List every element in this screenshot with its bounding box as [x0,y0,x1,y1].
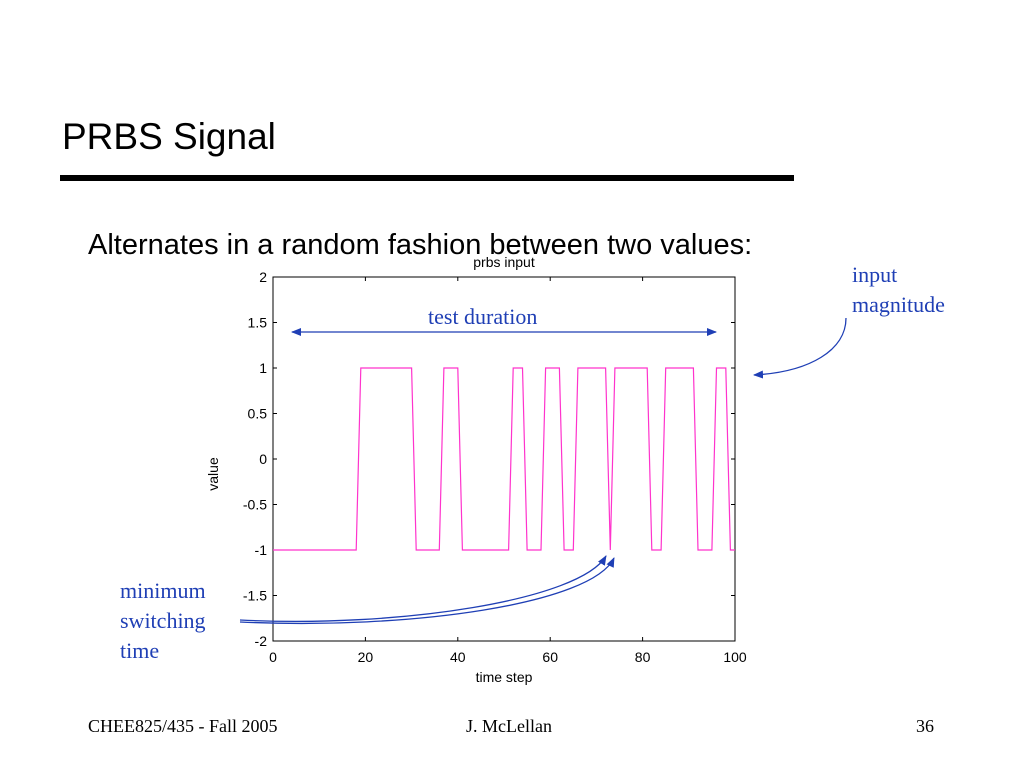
x-tick-label: 0 [269,649,277,665]
min-switching-arrow-2 [239,557,615,625]
y-tick-label: -1 [255,542,268,558]
footer-course: CHEE825/435 - Fall 2005 [88,716,278,736]
input-magnitude-line1: input [852,262,898,287]
min-switching-label: minimum switching time [120,576,206,666]
min-switching-line1: minimum [120,578,206,603]
slide-title: PRBS Signal [62,116,276,157]
y-tick-label: 1 [259,360,267,376]
x-tick-label: 100 [723,649,747,665]
y-tick-label: -2 [255,633,268,649]
footer-page-number: 36 [916,716,934,736]
x-tick-label: 40 [450,649,466,665]
x-tick-label: 80 [635,649,651,665]
x-tick-label: 60 [542,649,558,665]
y-tick-label: 0.5 [248,406,268,422]
bullet-text: Alternates in a random fashion between t… [88,229,753,261]
y-tick-label: -1.5 [243,588,267,604]
min-switching-line2: switching [120,608,206,633]
prbs-signal-line [273,367,735,551]
x-axis-ticks: 0 20 40 60 80 100 [269,277,747,665]
min-switching-line3: time [120,638,160,663]
footer-author: J. McLellan [466,716,552,736]
input-magnitude-label: input magnitude [852,260,945,320]
min-switching-arrow-1 [239,555,607,622]
y-tick-label: -0.5 [243,497,267,513]
y-tick-label: 0 [259,451,267,467]
title-underline [60,175,794,181]
y-tick-label: 1.5 [248,315,268,331]
x-tick-label: 20 [358,649,374,665]
y-axis-label: value [205,457,221,491]
y-tick-label: 2 [259,269,267,285]
x-axis-label: time step [476,669,533,685]
input-magnitude-arrow [753,317,847,379]
input-magnitude-line2: magnitude [852,292,945,317]
test-duration-label: test duration [428,304,538,329]
